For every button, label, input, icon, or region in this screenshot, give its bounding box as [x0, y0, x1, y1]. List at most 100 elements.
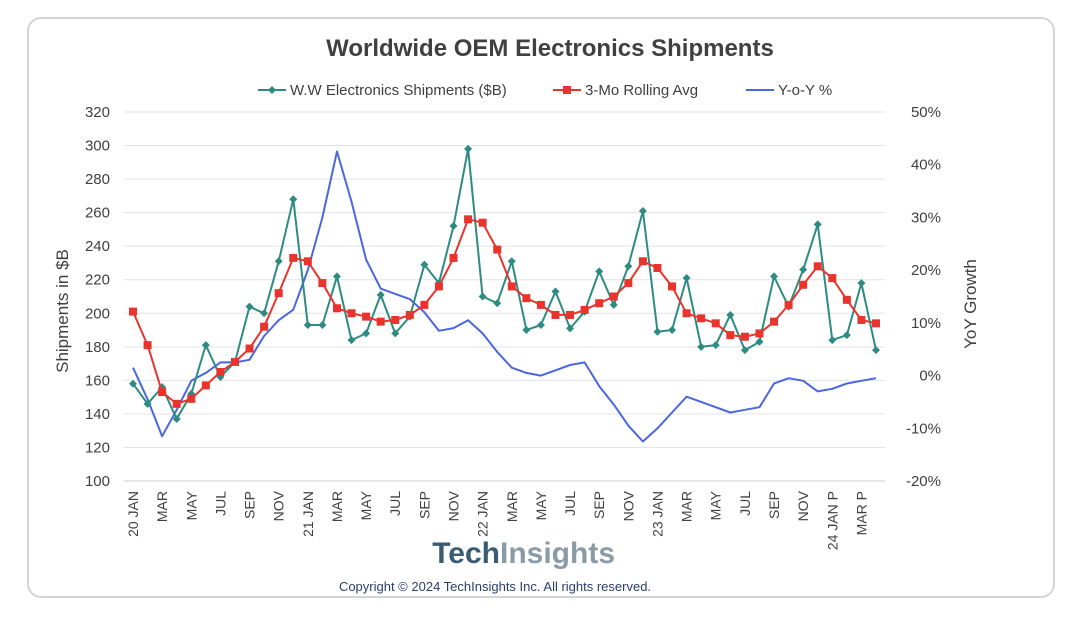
y-tick-label: 140 [85, 406, 110, 423]
x-tick-label: MAR [329, 491, 345, 522]
data-point-square [376, 317, 385, 326]
data-point-diamond [449, 222, 458, 231]
data-point-square [770, 317, 779, 326]
y-tick-label: 300 [85, 138, 110, 155]
data-point-diamond [799, 265, 808, 274]
data-point-square [187, 394, 196, 403]
y-tick-label: 240 [85, 238, 110, 255]
data-point-diamond [362, 329, 371, 338]
data-point-diamond [522, 326, 531, 335]
data-point-diamond [201, 341, 210, 350]
x-tick-label: MAR [679, 491, 695, 522]
x-tick-label: MAY [183, 490, 199, 520]
data-point-square [405, 310, 414, 319]
data-point-diamond [609, 300, 618, 309]
y2-tick-label: 30% [911, 209, 941, 226]
data-point-square [784, 300, 793, 309]
data-point-square [318, 279, 327, 288]
y-tick-label: 280 [85, 171, 110, 188]
x-tick-label: JUL [387, 491, 403, 516]
data-point-square [609, 292, 618, 301]
data-point-diamond [566, 324, 575, 333]
data-point-square [172, 399, 181, 408]
data-point-diamond [507, 257, 516, 266]
legend-label: W.W Electronics Shipments ($B) [290, 82, 507, 99]
data-point-diamond [813, 220, 822, 229]
data-point-square [332, 304, 341, 313]
legend-label: 3-Mo Rolling Avg [585, 82, 698, 99]
data-point-square [260, 322, 269, 331]
data-point-square [638, 257, 647, 266]
x-tick-label: MAY [533, 490, 549, 520]
data-point-diamond [682, 274, 691, 283]
y-tick-label: 220 [85, 272, 110, 289]
data-point-square [813, 262, 822, 271]
x-tick-label: 23 JAN [649, 491, 665, 537]
y-tick-label: 200 [85, 305, 110, 322]
x-tick-label: NOV [271, 490, 287, 521]
y-tick-label: 160 [85, 372, 110, 389]
x-tick-label: SEP [766, 491, 782, 519]
data-point-diamond [872, 346, 880, 355]
data-point-diamond [420, 260, 429, 269]
y-tick-label: 180 [85, 339, 110, 356]
data-point-diamond [245, 302, 254, 311]
y2-tick-label: 50% [911, 104, 941, 121]
data-point-diamond [260, 309, 269, 318]
data-point-square [668, 282, 677, 291]
data-point-square [289, 253, 298, 262]
data-point-square [230, 357, 239, 366]
series-line-2 [132, 150, 877, 443]
data-point-square [740, 332, 749, 341]
data-point-diamond [303, 321, 312, 330]
data-point-diamond [668, 326, 677, 335]
logo-part1: Tech [432, 537, 500, 570]
y2-tick-label: 20% [911, 262, 941, 279]
data-point-square [872, 319, 880, 328]
data-point-square [478, 218, 487, 227]
x-axis-ticks: 20 JAN MAR MAY JUL SEP NOV 21 JAN MAR MAY JUL SEP N… [125, 490, 869, 550]
x-tick-label: MAY [358, 490, 374, 520]
data-point-square [158, 388, 167, 397]
data-point-square [653, 263, 662, 272]
data-point-square [551, 310, 560, 319]
data-point-square [522, 294, 531, 303]
data-point-diamond [770, 272, 779, 281]
data-point-diamond [464, 144, 473, 153]
data-point-diamond [653, 327, 662, 336]
data-point-square [580, 305, 589, 314]
data-point-diamond [493, 299, 502, 308]
y2-tick-label: -20% [906, 473, 941, 490]
series-line-1 [132, 218, 877, 405]
x-tick-label: MAY [708, 490, 724, 520]
chart-title: Worldwide OEM Electronics Shipments [326, 35, 774, 62]
legend: W.W Electronics Shipments ($B) 3-Mo Rolli… [258, 82, 832, 99]
x-tick-label: 22 JAN [475, 491, 491, 537]
x-tick-label: 24 JAN P [824, 491, 840, 550]
data-point-diamond [478, 292, 487, 301]
series-layer [129, 144, 880, 443]
y2-tick-label: 10% [911, 315, 941, 332]
x-tick-label: 21 JAN [300, 491, 316, 537]
legend-label: Y-o-Y % [778, 82, 832, 99]
data-point-square [595, 299, 604, 308]
techinsights-logo: Tech Insights [432, 537, 615, 570]
x-tick-label: SEP [242, 491, 258, 519]
data-point-square [624, 279, 633, 288]
data-point-square [697, 314, 706, 323]
data-point-diamond [755, 337, 764, 346]
y2-tick-label: -10% [906, 420, 941, 437]
data-point-diamond [129, 379, 137, 388]
data-point-diamond [376, 290, 385, 299]
data-point-square [434, 282, 443, 291]
data-point-diamond [332, 272, 341, 281]
x-tick-label: MAR P [853, 491, 869, 535]
legend-marker-square [563, 86, 571, 94]
data-point-square [391, 315, 400, 324]
y2-axis-title: YoY Growth [961, 259, 980, 349]
data-point-diamond [595, 267, 604, 276]
data-point-diamond [740, 346, 749, 355]
legend-marker-diamond [268, 86, 276, 94]
data-point-square [799, 280, 808, 289]
